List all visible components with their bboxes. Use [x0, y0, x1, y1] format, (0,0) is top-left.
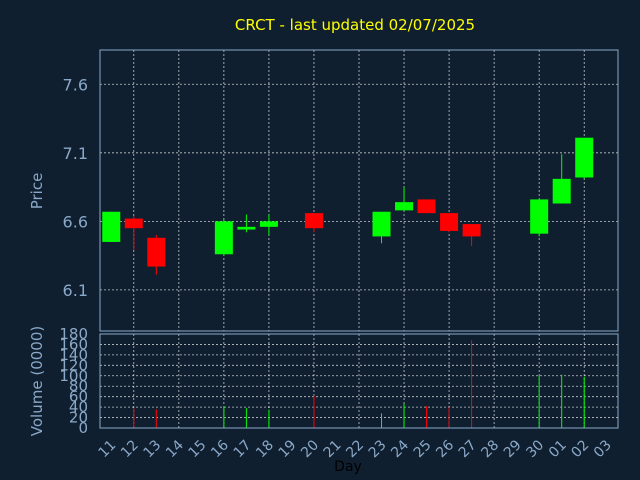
volume-y-tick-label: 120: [59, 356, 88, 374]
volume-bars: [133, 340, 585, 428]
price-y-tick-label: 6.6: [63, 212, 88, 231]
candle-body-down: [417, 199, 436, 214]
price-y-tick-label: 7.1: [63, 144, 88, 163]
volume-y-tick-label: 80: [69, 377, 88, 395]
x-tick-labels: 1112131415161718192021222324252627282930…: [95, 437, 614, 461]
candle-body-up: [372, 211, 391, 237]
volume-y-tick-label: 20: [69, 409, 88, 427]
candle-body-down: [462, 224, 481, 237]
price-y-tick-labels: 6.1 6.6 7.1 7.6: [63, 75, 88, 300]
x-axis-label: Day: [334, 459, 362, 475]
price-axis-label: Price: [28, 173, 46, 210]
volume-axis-label: Volume (0000): [28, 326, 46, 436]
candle-body-up: [530, 199, 549, 234]
candle-body-up: [395, 202, 414, 211]
volume-panel-frame: [99, 333, 619, 429]
volume-y-tick-label: 40: [69, 398, 88, 416]
price-y-tick-label: 6.1: [63, 281, 88, 300]
volume-y-tick-label: 140: [59, 346, 88, 364]
price-panel-frame: [99, 49, 619, 332]
candle-body-down: [147, 237, 166, 267]
volume-y-tick-label: 160: [59, 335, 88, 353]
price-y-tick-label: 7.6: [63, 75, 88, 94]
volume-y-tick-label: 60: [69, 388, 88, 406]
candle-body-up: [552, 178, 571, 204]
candle-body-up: [102, 211, 121, 242]
candles: [102, 137, 594, 275]
chart-title: CRCT - last updated 02/07/2025: [235, 16, 475, 34]
candle-body-up: [575, 137, 594, 178]
candle-body-up: [237, 226, 256, 230]
candle-body-down: [124, 218, 143, 229]
volume-y-tick-label: 180: [59, 325, 88, 343]
volume-y-tick-label: 0: [78, 419, 88, 437]
candle-body-up: [259, 221, 278, 227]
candle-body-up: [214, 221, 233, 255]
candle-body-down: [440, 213, 459, 231]
volume-y-tick-label: 100: [59, 367, 88, 385]
candle-body-down: [304, 213, 323, 229]
